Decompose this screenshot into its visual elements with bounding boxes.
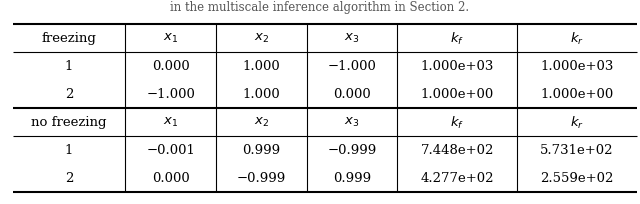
Text: −0.999: −0.999 [328,143,376,156]
Text: $x_3$: $x_3$ [344,115,360,129]
Text: no freezing: no freezing [31,116,107,129]
Text: 2: 2 [65,171,73,184]
Text: 1.000e+00: 1.000e+00 [540,88,614,101]
Text: $k_f$: $k_f$ [450,30,464,47]
Text: 1: 1 [65,143,73,156]
Text: 1.000e+03: 1.000e+03 [420,60,494,73]
Text: 0.000: 0.000 [152,60,189,73]
Text: freezing: freezing [42,32,97,45]
Text: 1.000: 1.000 [243,60,280,73]
Text: −1.000: −1.000 [146,88,195,101]
Text: $x_2$: $x_2$ [254,115,269,129]
Text: −0.999: −0.999 [237,171,286,184]
Text: $x_3$: $x_3$ [344,32,360,45]
Text: 4.277e+02: 4.277e+02 [420,171,494,184]
Text: $k_f$: $k_f$ [450,114,464,130]
Text: 0.999: 0.999 [333,171,371,184]
Text: 1.000: 1.000 [243,88,280,101]
Text: 7.448e+02: 7.448e+02 [420,143,494,156]
Text: −1.000: −1.000 [328,60,376,73]
Text: $x_1$: $x_1$ [163,32,178,45]
Text: $k_r$: $k_r$ [570,30,584,47]
Text: 0.000: 0.000 [333,88,371,101]
Text: in the multiscale inference algorithm in Section 2.: in the multiscale inference algorithm in… [170,1,470,14]
Text: 0.000: 0.000 [152,171,189,184]
Text: 1.000e+03: 1.000e+03 [540,60,614,73]
Text: $x_2$: $x_2$ [254,32,269,45]
Text: 1: 1 [65,60,73,73]
Text: $k_r$: $k_r$ [570,114,584,130]
Text: −0.001: −0.001 [146,143,195,156]
Text: 5.731e+02: 5.731e+02 [540,143,614,156]
Text: 1.000e+00: 1.000e+00 [420,88,494,101]
Text: $x_1$: $x_1$ [163,115,178,129]
Text: 2: 2 [65,88,73,101]
Text: 2.559e+02: 2.559e+02 [540,171,614,184]
Text: 0.999: 0.999 [243,143,280,156]
